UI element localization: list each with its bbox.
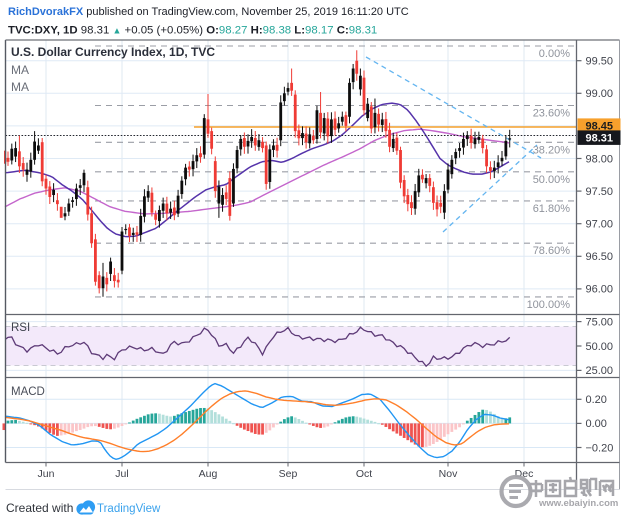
svg-text:75.00: 75.00 [586,316,614,328]
svg-text:50.00%: 50.00% [533,174,571,186]
svg-text:23.60%: 23.60% [533,108,571,120]
svg-text:98.00: 98.00 [586,153,614,165]
svg-text:Nov: Nov [439,468,458,480]
svg-text:96.00: 96.00 [586,284,614,296]
svg-text:TVC:DXY, 1D 98.31 ▲ +0.05 (+0.: TVC:DXY, 1D 98.31 ▲ +0.05 (+0.05%) O:98.… [8,25,377,37]
svg-text:100.00%: 100.00% [527,299,571,311]
svg-text:MA: MA [11,63,29,77]
svg-text:99.00: 99.00 [586,88,614,100]
svg-text:50.00: 50.00 [586,341,614,353]
svg-text:99.50: 99.50 [586,56,614,68]
svg-text:0.00: 0.00 [586,418,607,430]
svg-text:MA: MA [11,80,29,94]
svg-text:www.ebaiyin.com: www.ebaiyin.com [538,498,618,509]
svg-text:Oct: Oct [356,468,372,480]
svg-text:78.60%: 78.60% [533,245,571,257]
svg-text:TradingView: TradingView [97,503,161,515]
svg-text:97.00: 97.00 [586,219,614,231]
svg-text:Created with: Created with [6,501,73,515]
svg-text:Jul: Jul [115,468,128,480]
svg-text:RSI: RSI [11,322,30,334]
svg-text:98.31: 98.31 [586,133,614,145]
svg-text:97.50: 97.50 [586,186,614,198]
svg-text:38.20%: 38.20% [533,144,571,156]
svg-text:25.00: 25.00 [586,365,614,377]
svg-text:61.80%: 61.80% [533,203,571,215]
svg-text:98.45: 98.45 [586,121,614,133]
svg-text:96.50: 96.50 [586,251,614,263]
svg-text:Aug: Aug [199,468,218,480]
svg-text:RichDvorakFX published on Trad: RichDvorakFX published on TradingView.co… [8,6,409,18]
svg-text:−0.20: −0.20 [586,442,614,454]
svg-text:Jun: Jun [38,468,55,480]
svg-text:U.S. Dollar Currency Index, 1D: U.S. Dollar Currency Index, 1D, TVC [11,45,215,59]
svg-text:MACD: MACD [11,386,45,398]
svg-text:Sep: Sep [279,468,298,480]
svg-text:0.20: 0.20 [586,394,607,406]
svg-text:0.00%: 0.00% [539,48,570,60]
